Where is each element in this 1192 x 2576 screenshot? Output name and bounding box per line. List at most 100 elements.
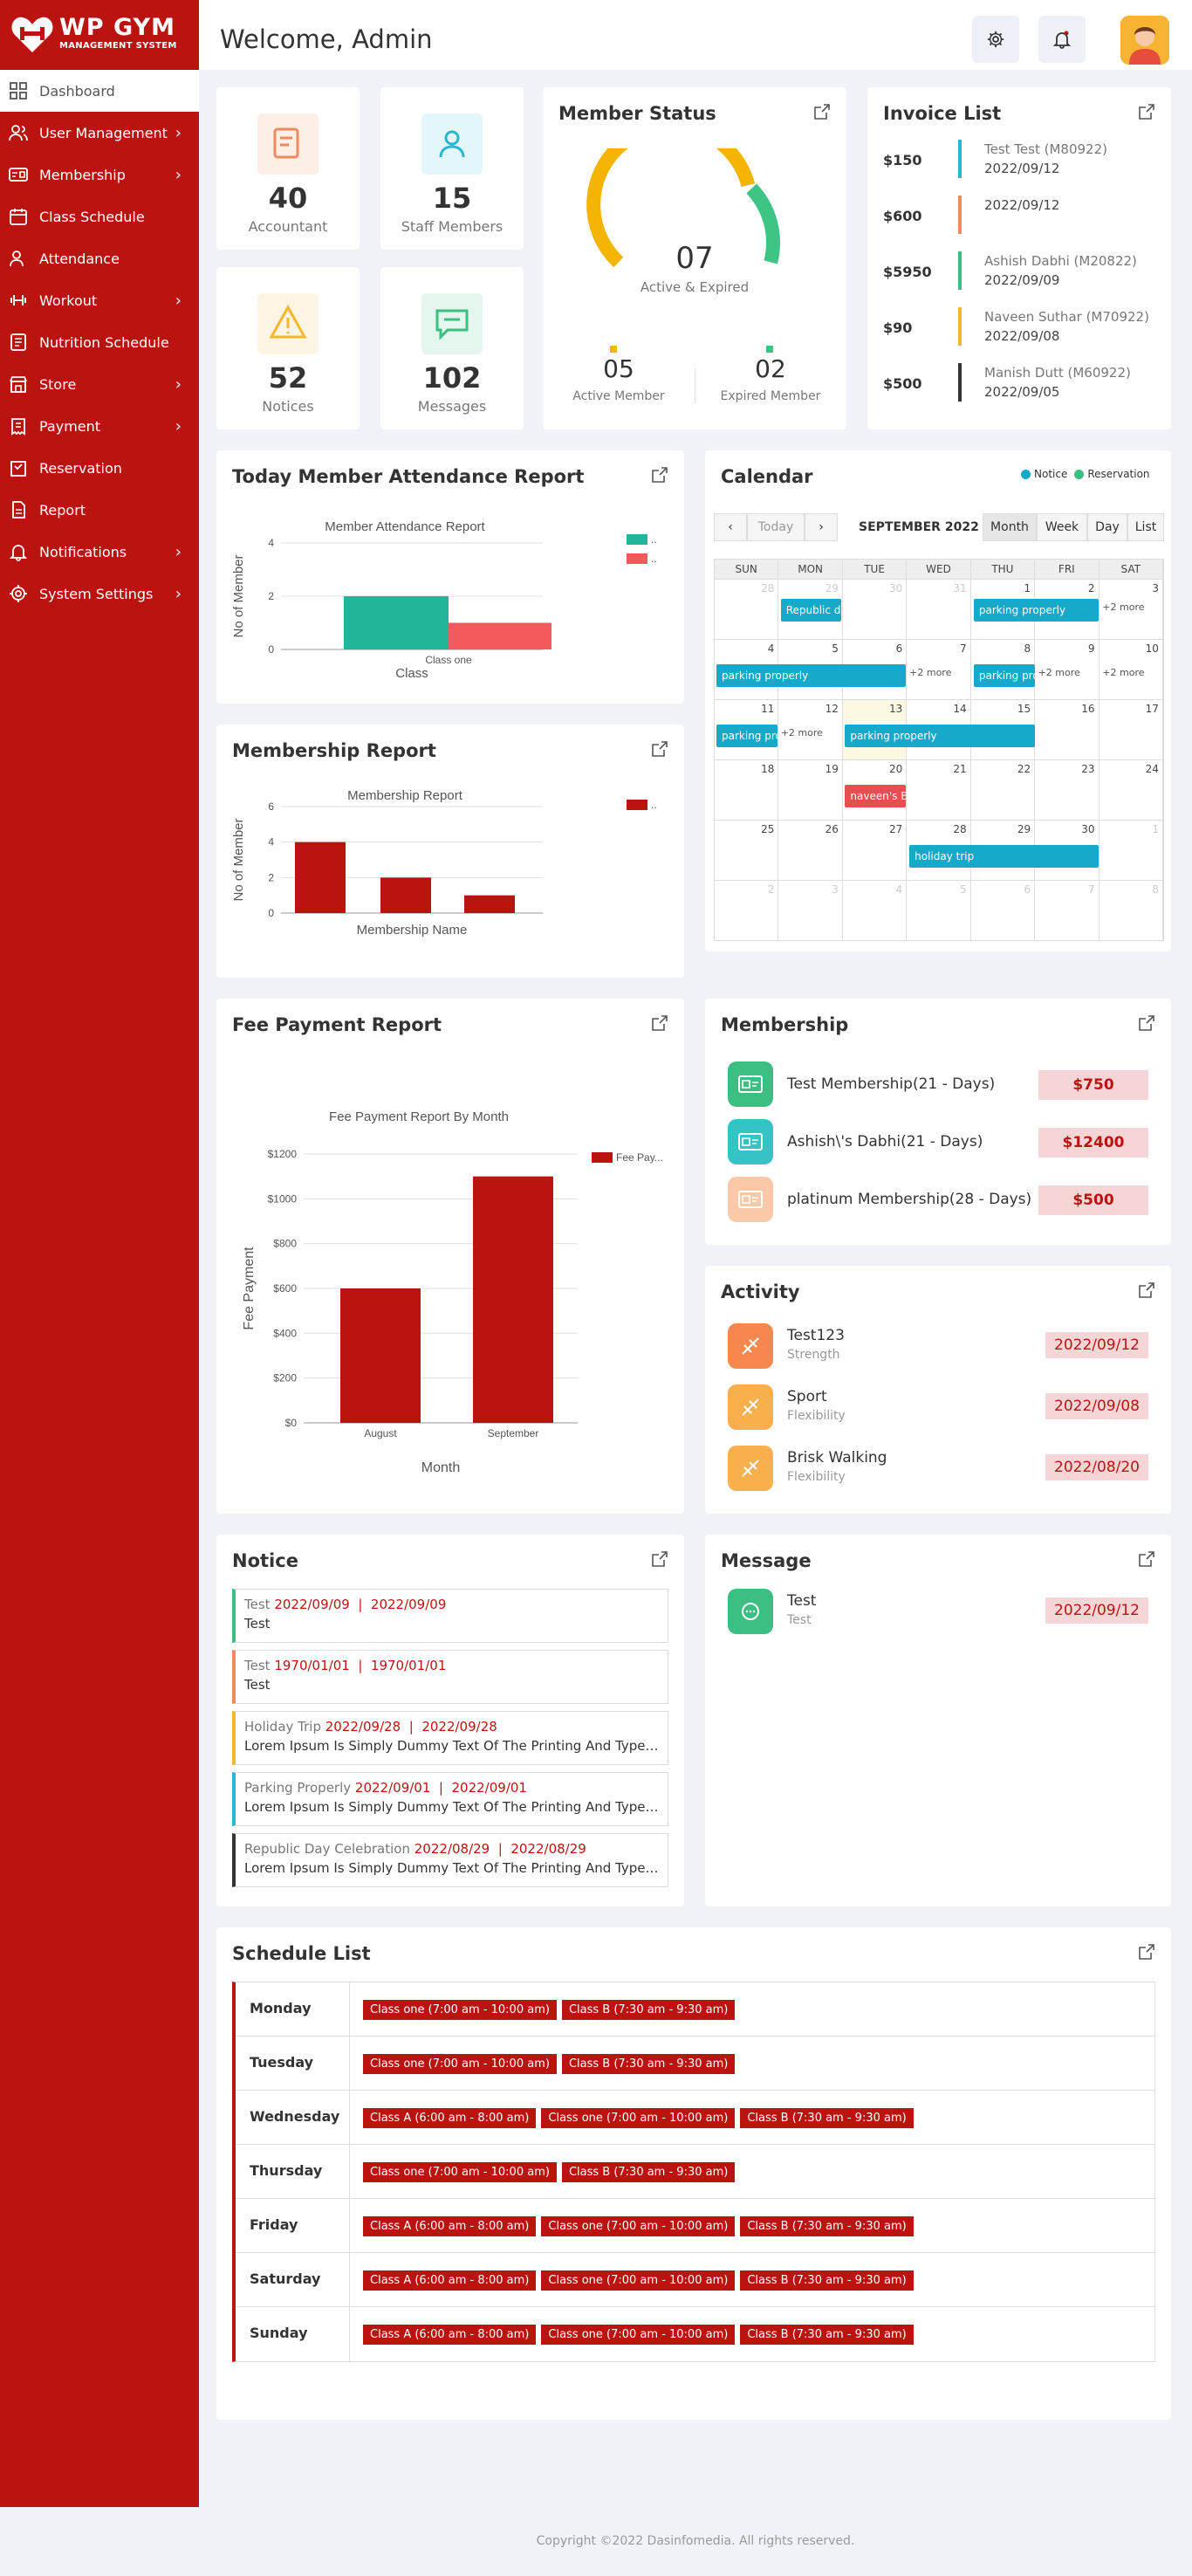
avatar[interactable]	[1120, 16, 1169, 65]
calendar-event[interactable]: naveen's B	[845, 785, 907, 807]
calendar-day[interactable]: 1	[1100, 821, 1163, 880]
calendar-day[interactable]: 9	[1035, 640, 1100, 699]
stat-card-messages[interactable]: 102 Messages	[380, 267, 524, 429]
activity-row[interactable]: Test123 Strength 2022/09/12	[721, 1323, 1148, 1376]
calendar-day[interactable]: 25	[715, 821, 779, 880]
sidebar-item-class-schedule[interactable]: Class Schedule	[0, 196, 199, 237]
settings-button[interactable]	[972, 16, 1019, 63]
calendar-event[interactable]: parking properly	[845, 725, 1035, 747]
sidebar-item-user-management[interactable]: User Management ›	[0, 112, 199, 154]
class-chip[interactable]: Class A (6:00 am - 8:00 am)	[363, 2108, 537, 2128]
calendar-day[interactable]: 21	[907, 760, 971, 820]
sidebar-item-reservation[interactable]: Reservation	[0, 447, 199, 489]
more-events-link[interactable]: +2 more	[1038, 667, 1080, 678]
membership-row[interactable]: platinum Membership(28 - Days) $500	[721, 1177, 1148, 1226]
calendar-event[interactable]: parking pro	[716, 725, 778, 747]
class-chip[interactable]: Class one (7:00 am - 10:00 am)	[541, 2270, 736, 2291]
activity-row[interactable]: Sport Flexibility 2022/09/08	[721, 1384, 1148, 1437]
sidebar-item-store[interactable]: Store ›	[0, 363, 199, 405]
sidebar-item-attendance[interactable]: Attendance	[0, 237, 199, 279]
class-chip[interactable]: Class B (7:30 am - 9:30 am)	[740, 2108, 914, 2128]
calendar-prev-button[interactable]: ‹	[714, 513, 747, 541]
calendar-day[interactable]: 8	[971, 640, 1036, 699]
external-link-icon[interactable]	[651, 740, 668, 758]
class-chip[interactable]: Class one (7:00 am - 10:00 am)	[541, 2216, 736, 2236]
calendar-day[interactable]: 28	[715, 580, 779, 639]
chart-bar[interactable]	[340, 1288, 421, 1423]
class-chip[interactable]: Class A (6:00 am - 8:00 am)	[363, 2216, 537, 2236]
calendar-day[interactable]: 30	[843, 580, 908, 639]
external-link-icon[interactable]	[1138, 1014, 1155, 1032]
calendar-day[interactable]: 17	[1100, 700, 1163, 759]
external-link-icon[interactable]	[1138, 1281, 1155, 1299]
message-row[interactable]: Test Test 2022/09/12	[721, 1589, 1148, 1641]
calendar-day[interactable]: 12	[778, 700, 843, 759]
calendar-day[interactable]: 6	[971, 881, 1036, 940]
calendar-day[interactable]: 8	[1100, 881, 1163, 940]
calendar-event[interactable]: holiday trip	[909, 845, 1100, 868]
sidebar-item-report[interactable]: Report	[0, 489, 199, 531]
calendar-day[interactable]: 11	[715, 700, 779, 759]
calendar-view-month[interactable]: Month	[983, 513, 1037, 541]
calendar-day[interactable]: 10	[1100, 640, 1163, 699]
external-link-icon[interactable]	[813, 103, 831, 120]
sidebar-item-dashboard[interactable]: Dashboard	[0, 70, 199, 112]
calendar-day[interactable]: 7	[907, 640, 971, 699]
calendar-view-day[interactable]: Day	[1087, 513, 1127, 541]
class-chip[interactable]: Class one (7:00 am - 10:00 am)	[363, 2054, 557, 2074]
calendar-day[interactable]: 3	[778, 881, 843, 940]
external-link-icon[interactable]	[1138, 1550, 1155, 1568]
class-chip[interactable]: Class B (7:30 am - 9:30 am)	[561, 2054, 736, 2074]
sidebar-item-nutrition-schedule[interactable]: Nutrition Schedule	[0, 321, 199, 363]
calendar-event[interactable]: Republic d	[780, 599, 842, 622]
sidebar-item-workout[interactable]: Workout ›	[0, 279, 199, 321]
sidebar-item-system-settings[interactable]: System Settings ›	[0, 573, 199, 615]
calendar-event[interactable]: parking properly	[716, 664, 907, 687]
more-events-link[interactable]: +2 more	[909, 667, 952, 678]
class-chip[interactable]: Class B (7:30 am - 9:30 am)	[561, 2000, 736, 2020]
sidebar-item-membership[interactable]: Membership ›	[0, 154, 199, 196]
calendar-day[interactable]: 7	[1035, 881, 1100, 940]
invoice-row[interactable]: $150 Test Test (M80922) 2022/09/12	[883, 140, 1145, 182]
membership-row[interactable]: Ashish\'s Dabhi(21 - Days) $12400	[721, 1119, 1148, 1168]
class-chip[interactable]: Class one (7:00 am - 10:00 am)	[541, 2325, 736, 2345]
chart-bar[interactable]	[295, 841, 346, 913]
notice-item[interactable]: Republic Day Celebration 2022/08/29 | 20…	[232, 1833, 668, 1887]
calendar-day[interactable]: 24	[1100, 760, 1163, 820]
calendar-view-week[interactable]: Week	[1037, 513, 1087, 541]
invoice-row[interactable]: $500 Manish Dutt (M60922) 2022/09/05	[883, 363, 1145, 405]
membership-row[interactable]: Test Membership(21 - Days) $750	[721, 1061, 1148, 1110]
stat-card-notices[interactable]: 52 Notices	[216, 267, 360, 429]
calendar-event[interactable]: parking pro	[973, 664, 1035, 687]
external-link-icon[interactable]	[651, 1014, 668, 1032]
notice-item[interactable]: Test 1970/01/01 | 1970/01/01 Test	[232, 1650, 668, 1704]
calendar-day[interactable]: 30	[1035, 821, 1100, 880]
external-link-icon[interactable]	[651, 466, 668, 484]
chart-bar[interactable]	[473, 1176, 553, 1423]
chart-bar[interactable]	[464, 895, 515, 913]
calendar-day[interactable]: 3	[1100, 580, 1163, 639]
external-link-icon[interactable]	[651, 1550, 668, 1568]
chart-bar[interactable]	[344, 596, 449, 649]
chart-bar[interactable]	[449, 622, 551, 650]
class-chip[interactable]: Class B (7:30 am - 9:30 am)	[740, 2325, 914, 2345]
calendar-day[interactable]: 15	[971, 700, 1036, 759]
calendar-day[interactable]: 18	[715, 760, 779, 820]
calendar-day[interactable]: 23	[1035, 760, 1100, 820]
activity-row[interactable]: Brisk Walking Flexibility 2022/08/20	[721, 1446, 1148, 1498]
notice-item[interactable]: Test 2022/09/09 | 2022/09/09 Test	[232, 1589, 668, 1643]
class-chip[interactable]: Class one (7:00 am - 10:00 am)	[541, 2108, 736, 2128]
class-chip[interactable]: Class A (6:00 am - 8:00 am)	[363, 2270, 537, 2291]
calendar-day[interactable]: 31	[907, 580, 971, 639]
logo[interactable]: WP GYM MANAGEMENT SYSTEM	[0, 0, 199, 70]
notice-item[interactable]: Parking Properly 2022/09/01 | 2022/09/01…	[232, 1772, 668, 1826]
class-chip[interactable]: Class B (7:30 am - 9:30 am)	[561, 2162, 736, 2182]
external-link-icon[interactable]	[1138, 103, 1155, 120]
calendar-day[interactable]: 19	[778, 760, 843, 820]
sidebar-item-payment[interactable]: Payment ›	[0, 405, 199, 447]
calendar-day[interactable]: 6	[843, 640, 908, 699]
calendar-day[interactable]: 16	[1035, 700, 1100, 759]
stat-card-accountant[interactable]: 40 Accountant	[216, 87, 360, 250]
calendar-today-button[interactable]: Today	[747, 513, 805, 541]
notice-item[interactable]: Holiday Trip 2022/09/28 | 2022/09/28 Lore…	[232, 1711, 668, 1765]
